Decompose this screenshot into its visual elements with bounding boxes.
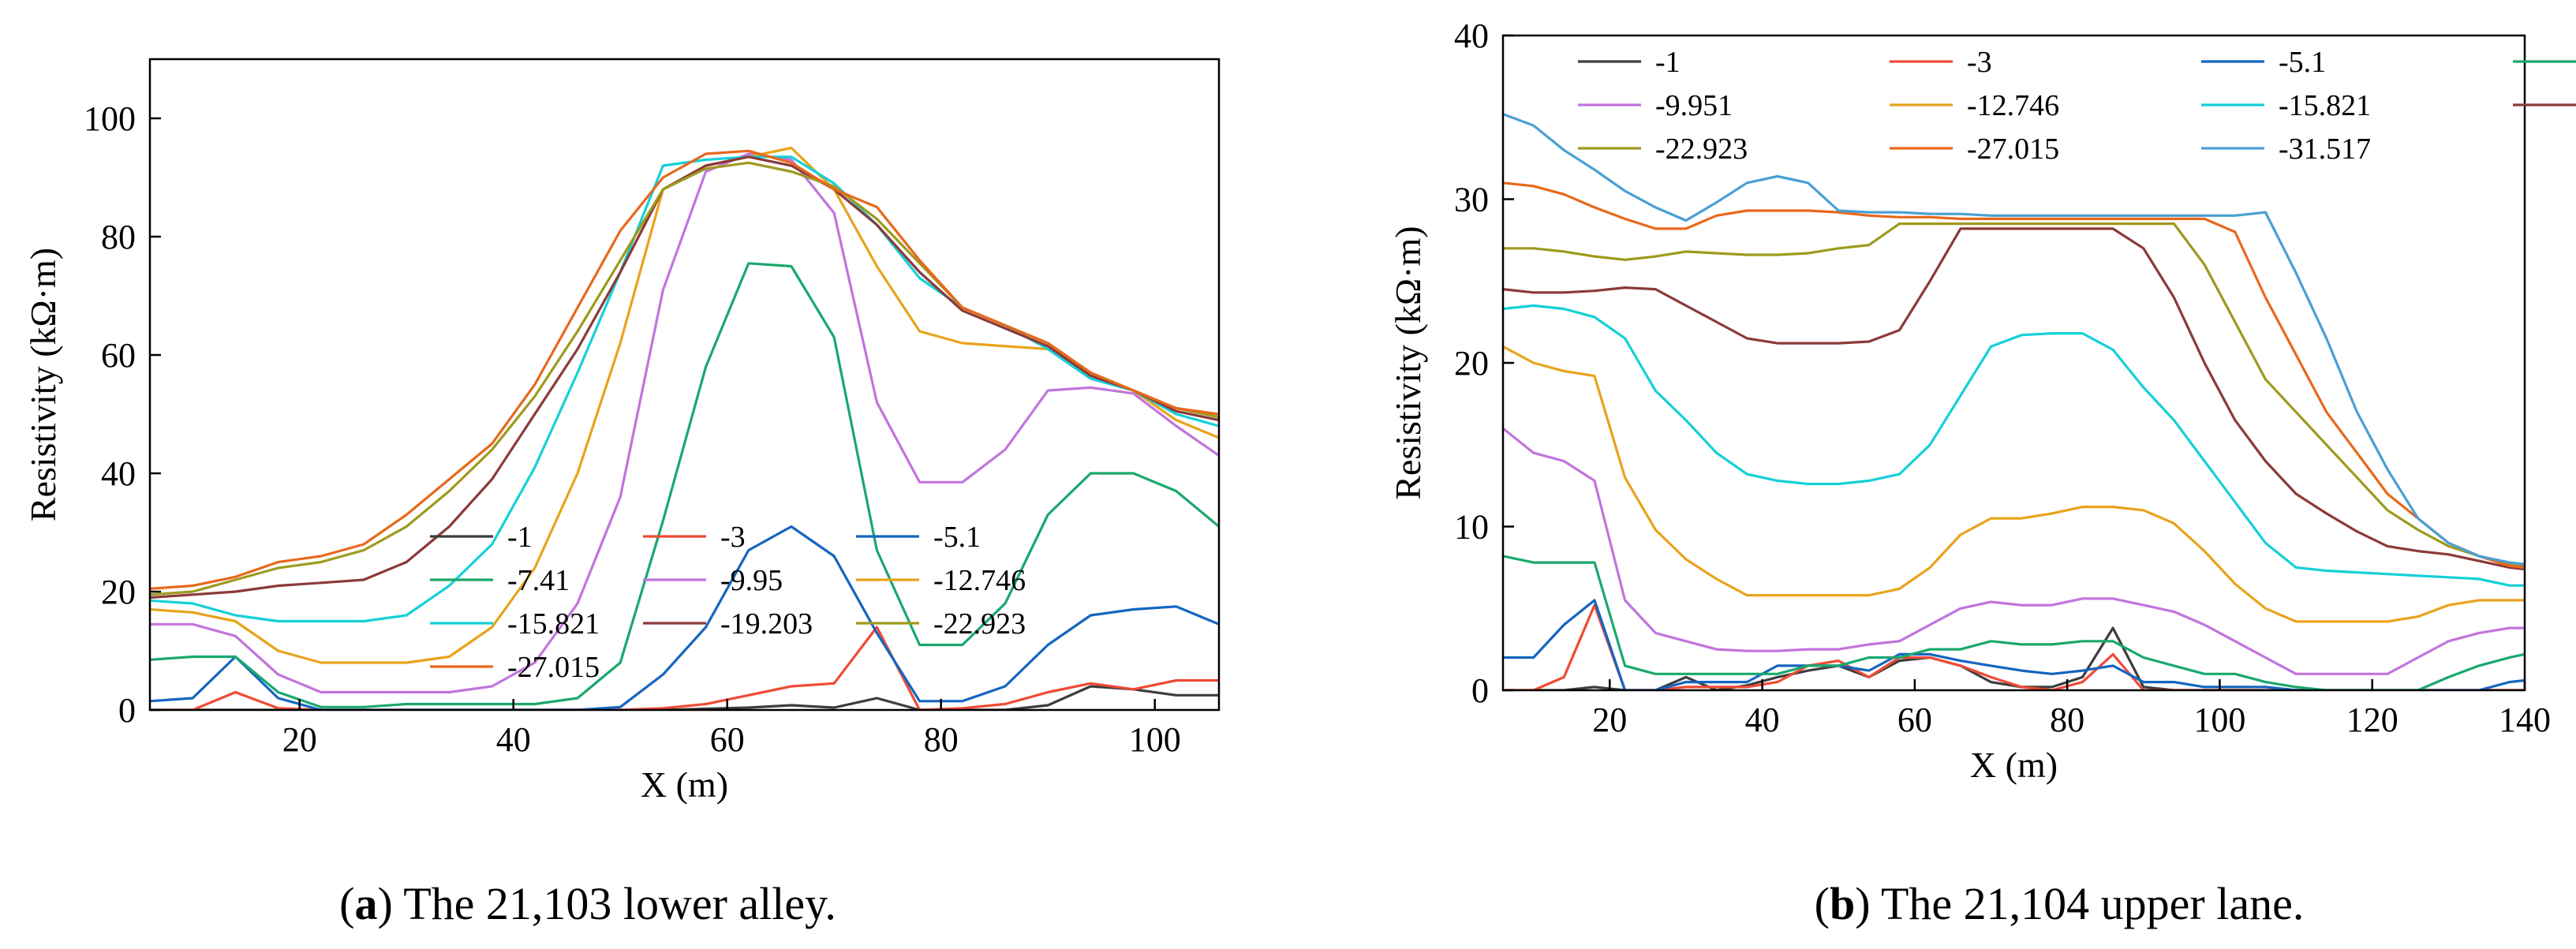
x-tick-label: 100 [1129,720,1181,759]
y-tick-label: 30 [1454,181,1489,219]
series-line--3 [1503,603,2525,690]
x-tick-label: 100 [2193,701,2245,739]
x-tick-label: 80 [2050,701,2084,739]
y-tick-label: 0 [118,691,136,730]
x-tick-label: 60 [1897,701,1932,739]
x-axis-title: X (m) [641,764,728,805]
x-tick-label: 20 [1592,701,1627,739]
legend-label: -9.95 [720,564,783,597]
x-tick-label: 40 [496,720,531,759]
legend-label: -5.1 [2279,46,2326,79]
series-line--31.517 [1503,113,2525,566]
x-tick-label: 20 [282,720,317,759]
y-tick-label: 20 [1454,344,1489,383]
x-tick-label: 80 [924,720,959,759]
legend-label: -15.821 [507,607,600,641]
series-line--19.203 [150,155,1219,600]
x-tick-label: 140 [2499,701,2551,739]
series-line--9.95 [150,152,1219,694]
y-tick-label: 20 [101,573,136,611]
legend-label: -12.746 [1967,89,2059,122]
chart-a: 20 40 60 80 100 0 20 40 60 80 100 X (m) Resistivity … [23,58,1221,929]
y-axis-title: Resistivity (kΩ·m) [1388,226,1428,499]
legend-label: -1 [1655,46,1681,79]
y-tick-label: 10 [1454,508,1489,547]
legend-label: -15.821 [2279,89,2371,122]
series-line--9.951 [1503,427,2525,675]
y-axis-title: Resistivity (kΩ·m) [23,248,63,521]
series-line--22.923 [1503,222,2525,567]
x-tick-label: 60 [710,720,745,759]
figure-caption: (a) The 21,103 lower alley. [339,878,836,929]
legend-label: -19.203 [720,607,813,641]
x-tick-label: 120 [2346,701,2398,739]
y-tick-label: 40 [1454,17,1489,55]
series-line--12.746 [1503,345,2525,623]
legend-label: -3 [720,521,746,554]
series-line--27.015 [1503,181,2525,569]
legend-label: -1 [507,521,533,554]
legend: -1 -3 -5.1 -7.41 -9.95 -12.746 -15.821 -19.203 -… [430,521,1026,684]
y-tick-label: 80 [101,218,136,256]
series-line--10.203 [1503,227,2525,571]
series-line--7.41 [150,262,1219,708]
legend-label: -3 [1967,46,1992,79]
legend-label: -5.1 [933,521,981,554]
legend-label: -7.41 [507,564,570,597]
legend-label: -27.015 [507,651,600,684]
legend-label: -31.517 [2279,133,2371,166]
legend-label: -9.951 [1655,89,1733,122]
legend: -1-3-5.1-7.41-9.951-12.746-15.821-10.203… [1578,46,2576,166]
series-group [150,146,1219,710]
legend-label: -27.015 [1967,133,2059,166]
series-line--3 [150,626,1219,710]
series-line--5.1 [1503,599,2525,690]
y-tick-label: 0 [1471,671,1489,710]
legend-label: -22.923 [933,607,1026,641]
series-line--7.41 [1503,555,2525,690]
x-axis-title: X (m) [1970,745,2058,785]
chart-b: 20 40 60 80 100 120 140 0 10 20 30 40 X (m) Resistivi… [1388,17,2576,929]
legend-label: -12.746 [933,564,1026,597]
plot-frame [148,58,1221,712]
y-tick-label: 40 [101,454,136,493]
series-line--15.821 [1503,304,2525,587]
series-line--27.015 [150,149,1219,590]
y-tick-label: 100 [84,99,136,138]
y-tick-label: 60 [101,336,136,375]
figure-caption: (b) The 21,104 upper lane. [1815,878,2305,929]
series-line--15.821 [150,155,1219,623]
series-line--5.1 [150,525,1219,710]
series-group [1503,113,2525,690]
legend-label: -22.923 [1655,133,1748,166]
x-tick-label: 40 [1745,701,1780,739]
series-line--12.746 [150,146,1219,664]
